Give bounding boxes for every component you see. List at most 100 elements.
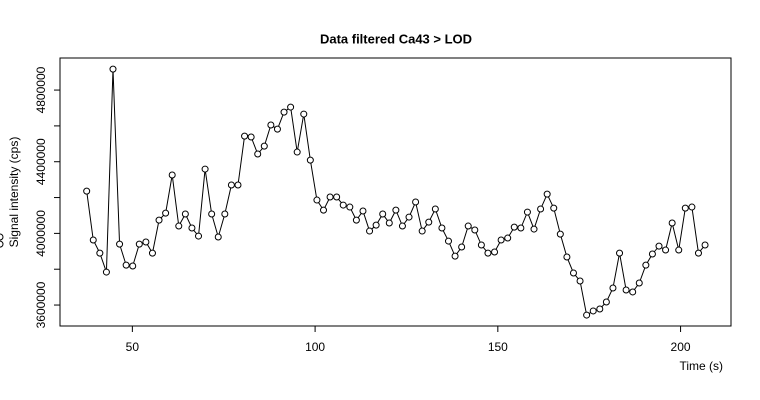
data-point xyxy=(530,225,538,233)
data-point xyxy=(517,224,525,232)
data-point xyxy=(642,261,650,269)
data-point xyxy=(602,298,610,306)
data-point xyxy=(543,190,551,198)
data-point xyxy=(616,249,624,257)
data-point xyxy=(379,210,387,218)
data-point xyxy=(129,262,137,270)
data-point xyxy=(227,181,235,189)
data-point xyxy=(89,236,97,244)
data-point xyxy=(352,216,360,224)
plot-frame xyxy=(59,57,732,327)
data-point xyxy=(596,305,604,313)
data-point xyxy=(464,222,472,230)
y-tick-label: 4800000 xyxy=(34,66,48,113)
y-axis-label: Signal intensity (cps) xyxy=(7,137,21,248)
data-point xyxy=(366,227,374,235)
data-point xyxy=(306,156,314,164)
data-point xyxy=(273,125,281,133)
data-point xyxy=(681,204,689,212)
chart-title: Data filtered Ca43 > LOD xyxy=(320,31,472,46)
data-point xyxy=(214,233,222,241)
data-point xyxy=(418,227,426,235)
data-point xyxy=(576,277,584,285)
data-point xyxy=(109,65,117,73)
data-point xyxy=(195,232,203,240)
data-point xyxy=(471,226,479,234)
data-point xyxy=(569,269,577,277)
data-point xyxy=(188,224,196,232)
data-point xyxy=(181,210,189,218)
data-point xyxy=(208,210,216,218)
y-tick-label: 3600000 xyxy=(34,281,48,328)
data-point xyxy=(122,261,130,269)
data-point xyxy=(477,241,485,249)
data-point xyxy=(563,253,571,261)
data-point xyxy=(326,193,334,201)
data-point xyxy=(425,218,433,226)
data-point xyxy=(398,222,406,230)
data-point xyxy=(491,248,499,256)
data-point xyxy=(155,216,163,224)
data-point xyxy=(313,196,321,204)
data-point xyxy=(234,181,242,189)
data-point xyxy=(201,165,209,173)
data-point xyxy=(102,268,110,276)
data-point xyxy=(83,187,91,195)
data-point xyxy=(135,240,143,248)
data-point xyxy=(359,207,367,215)
data-point xyxy=(0,233,4,241)
data-point xyxy=(556,230,564,238)
data-point xyxy=(96,249,104,257)
x-tick-label: 50 xyxy=(126,340,140,354)
data-point xyxy=(694,249,702,257)
data-point xyxy=(444,237,452,245)
data-point xyxy=(431,205,439,213)
data-point xyxy=(510,223,518,231)
data-point xyxy=(247,133,255,141)
data-point xyxy=(300,110,308,118)
data-point xyxy=(254,150,262,158)
data-point xyxy=(583,311,591,319)
data-point xyxy=(688,203,696,211)
data-point xyxy=(162,209,170,217)
data-point xyxy=(497,236,505,244)
data-point xyxy=(635,279,643,287)
data-point xyxy=(458,243,466,251)
data-point xyxy=(221,210,229,218)
x-tick-label: 200 xyxy=(671,340,691,354)
x-tick-label: 150 xyxy=(488,340,508,354)
data-point xyxy=(589,307,597,315)
data-point xyxy=(346,203,354,211)
data-point xyxy=(675,246,683,254)
data-point xyxy=(168,171,176,179)
data-point xyxy=(267,121,275,129)
data-point xyxy=(280,108,288,116)
x-axis-label: Time (s) xyxy=(679,359,723,373)
data-point xyxy=(668,219,676,227)
data-point xyxy=(333,193,341,201)
data-point xyxy=(438,224,446,232)
data-point xyxy=(523,208,531,216)
data-point xyxy=(537,205,545,213)
data-point xyxy=(293,148,301,156)
data-point xyxy=(175,222,183,230)
data-point xyxy=(148,249,156,257)
data-point xyxy=(504,234,512,242)
data-point xyxy=(287,103,295,111)
data-point xyxy=(550,204,558,212)
data-point xyxy=(260,142,268,150)
data-point xyxy=(116,240,124,248)
x-tick-label: 100 xyxy=(305,340,325,354)
data-point xyxy=(392,206,400,214)
data-point xyxy=(339,201,347,209)
data-point xyxy=(0,240,4,248)
data-point xyxy=(484,249,492,257)
data-point xyxy=(385,219,393,227)
data-point xyxy=(320,206,328,214)
data-point xyxy=(241,132,249,140)
data-point xyxy=(609,284,617,292)
data-point xyxy=(405,213,413,221)
data-point xyxy=(701,241,709,249)
data-point xyxy=(451,252,459,260)
